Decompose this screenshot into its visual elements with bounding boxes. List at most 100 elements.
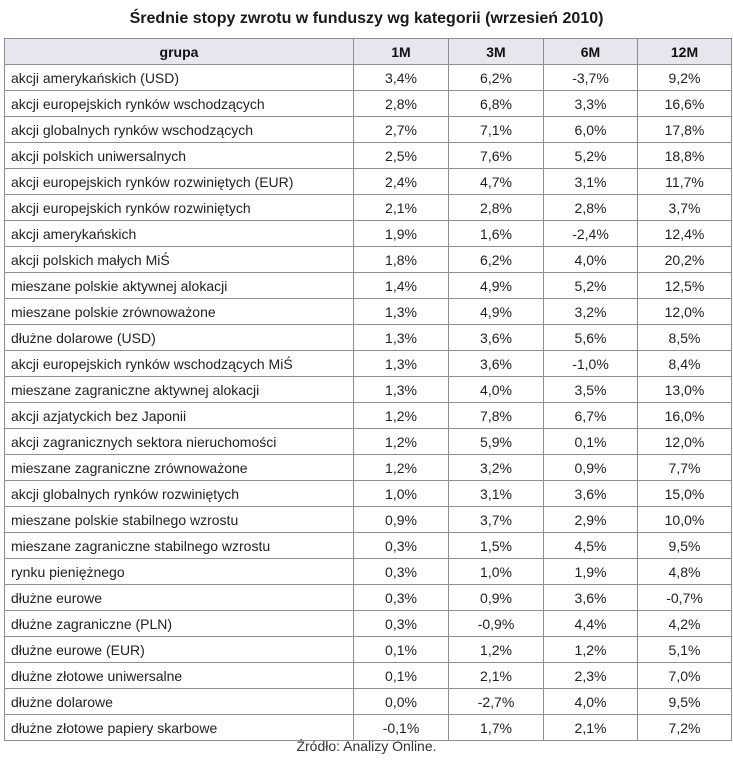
cell-12m: 4,2%	[637, 610, 732, 637]
cell-3m: 3,6%	[448, 324, 544, 351]
cell-1m: 0,9%	[353, 506, 449, 533]
cell-3m: 3,2%	[448, 454, 544, 481]
cell-12m: 9,2%	[637, 64, 732, 91]
cell-grupa: akcji polskich uniwersalnych	[4, 142, 354, 169]
cell-grupa: akcji europejskich rynków wschodzących	[4, 90, 354, 117]
column-header-grupa: grupa	[4, 38, 354, 65]
cell-12m: 12,0%	[637, 298, 732, 325]
cell-grupa: akcji zagranicznych sektora nieruchomośc…	[4, 428, 354, 455]
cell-1m: 2,8%	[353, 90, 449, 117]
column-header-12m: 12M	[637, 38, 732, 65]
table-row: mieszane polskie zrównoważone 1,3% 4,9% 3,2…	[4, 298, 732, 325]
cell-3m: 6,8%	[448, 90, 544, 117]
table-row: akcji globalnych rynków wschodzących 2,7%…	[4, 116, 732, 143]
cell-grupa: mieszane polskie aktywnej alokacji	[4, 272, 354, 299]
cell-3m: 1,2%	[448, 636, 544, 663]
cell-1m: 2,7%	[353, 116, 449, 143]
cell-6m: 3,2%	[543, 298, 638, 325]
cell-1m: 1,3%	[353, 298, 449, 325]
cell-6m: -3,7%	[543, 64, 638, 91]
cell-grupa: dłużne eurowe (EUR)	[4, 636, 354, 663]
cell-12m: 8,5%	[637, 324, 732, 351]
table-row: akcji azjatyckich bez Japonii 1,2% 7,8% 6,7…	[4, 402, 732, 429]
cell-6m: 4,0%	[543, 246, 638, 273]
cell-1m: 1,3%	[353, 324, 449, 351]
cell-3m: 3,6%	[448, 350, 544, 377]
table-row: dłużne eurowe (EUR) 0,1% 1,2% 1,2% 5,1%	[4, 636, 732, 663]
table-row: akcji polskich małych MiŚ 1,8% 6,2% 4,0% 20,…	[4, 246, 732, 273]
table-row: akcji globalnych rynków rozwiniętych 1,0%…	[4, 480, 732, 507]
cell-1m: 0,3%	[353, 558, 449, 585]
cell-grupa: rynku pieniężnego	[4, 558, 354, 585]
cell-12m: 9,5%	[637, 688, 732, 715]
cell-6m: 2,1%	[543, 714, 638, 741]
table-row: dłużne dolarowe (USD) 1,3% 3,6% 5,6% 8,5%	[4, 324, 732, 351]
table-row: dłużne złotowe uniwersalne 0,1% 2,1% 2,3% 7,…	[4, 662, 732, 689]
cell-12m: 7,2%	[637, 714, 732, 741]
cell-6m: 1,2%	[543, 636, 638, 663]
cell-3m: 3,1%	[448, 480, 544, 507]
cell-12m: 11,7%	[637, 168, 732, 195]
cell-6m: 5,2%	[543, 142, 638, 169]
table-row: akcji zagranicznych sektora nieruchomośc…	[4, 428, 732, 455]
cell-6m: 6,7%	[543, 402, 638, 429]
cell-3m: 4,7%	[448, 168, 544, 195]
cell-grupa: mieszane zagraniczne zrównoważone	[4, 454, 354, 481]
cell-1m: 1,2%	[353, 428, 449, 455]
cell-1m: 1,3%	[353, 350, 449, 377]
cell-6m: 2,8%	[543, 194, 638, 221]
cell-grupa: dłużne złotowe uniwersalne	[4, 662, 354, 689]
cell-6m: 5,2%	[543, 272, 638, 299]
cell-12m: -0,7%	[637, 584, 732, 611]
cell-grupa: akcji europejskich rynków rozwiniętych	[4, 194, 354, 221]
cell-12m: 17,8%	[637, 116, 732, 143]
table-row: akcji europejskich rynków rozwiniętych (…	[4, 168, 732, 195]
cell-3m: -2,7%	[448, 688, 544, 715]
table-row: mieszane polskie stabilnego wzrostu 0,9% 3…	[4, 506, 732, 533]
cell-3m: 5,9%	[448, 428, 544, 455]
cell-3m: 7,1%	[448, 116, 544, 143]
cell-6m: -2,4%	[543, 220, 638, 247]
cell-1m: 1,3%	[353, 376, 449, 403]
header-row: grupa 1M 3M 6M 12M	[4, 38, 732, 65]
cell-6m: 6,0%	[543, 116, 638, 143]
table-row: akcji amerykańskich (USD) 3,4% 6,2% -3,7% 9,…	[4, 64, 732, 91]
table-row: rynku pieniężnego 0,3% 1,0% 1,9% 4,8%	[4, 558, 732, 585]
cell-grupa: dłużne zagraniczne (PLN)	[4, 610, 354, 637]
cell-6m: 3,3%	[543, 90, 638, 117]
column-header-3m: 3M	[448, 38, 544, 65]
cell-12m: 12,0%	[637, 428, 732, 455]
cell-6m: 0,9%	[543, 454, 638, 481]
table-row: akcji europejskich rynków wschodzących M…	[4, 350, 732, 377]
table-row: mieszane zagraniczne stabilnego wzrostu 0…	[4, 532, 732, 559]
cell-12m: 4,8%	[637, 558, 732, 585]
cell-6m: 4,4%	[543, 610, 638, 637]
cell-6m: 2,9%	[543, 506, 638, 533]
cell-12m: 5,1%	[637, 636, 732, 663]
cell-grupa: akcji globalnych rynków rozwiniętych	[4, 480, 354, 507]
cell-1m: 0,3%	[353, 610, 449, 637]
column-header-6m: 6M	[543, 38, 638, 65]
table-row: akcji europejskich rynków wschodzących 2,…	[4, 90, 732, 117]
cell-6m: 2,3%	[543, 662, 638, 689]
cell-6m: 4,0%	[543, 688, 638, 715]
cell-grupa: dłużne dolarowe	[4, 688, 354, 715]
cell-1m: 0,1%	[353, 636, 449, 663]
cell-12m: 9,5%	[637, 532, 732, 559]
cell-6m: -1,0%	[543, 350, 638, 377]
cell-3m: 4,0%	[448, 376, 544, 403]
cell-1m: 2,4%	[353, 168, 449, 195]
cell-grupa: dłużne złotowe papiery skarbowe	[4, 714, 354, 741]
cell-grupa: mieszane zagraniczne stabilnego wzrostu	[4, 532, 354, 559]
cell-12m: 7,0%	[637, 662, 732, 689]
column-header-1m: 1M	[353, 38, 449, 65]
cell-6m: 3,6%	[543, 584, 638, 611]
table-row: akcji amerykańskich 1,9% 1,6% -2,4% 12,4%	[4, 220, 732, 247]
cell-3m: 6,2%	[448, 64, 544, 91]
cell-12m: 8,4%	[637, 350, 732, 377]
table-row: mieszane zagraniczne zrównoważone 1,2% 3,2…	[4, 454, 732, 481]
cell-1m: 0,0%	[353, 688, 449, 715]
cell-3m: 2,1%	[448, 662, 544, 689]
table-body: akcji amerykańskich (USD) 3,4% 6,2% -3,7% 9,…	[4, 64, 732, 741]
source-note: Źródło: Analizy Online.	[296, 738, 437, 754]
